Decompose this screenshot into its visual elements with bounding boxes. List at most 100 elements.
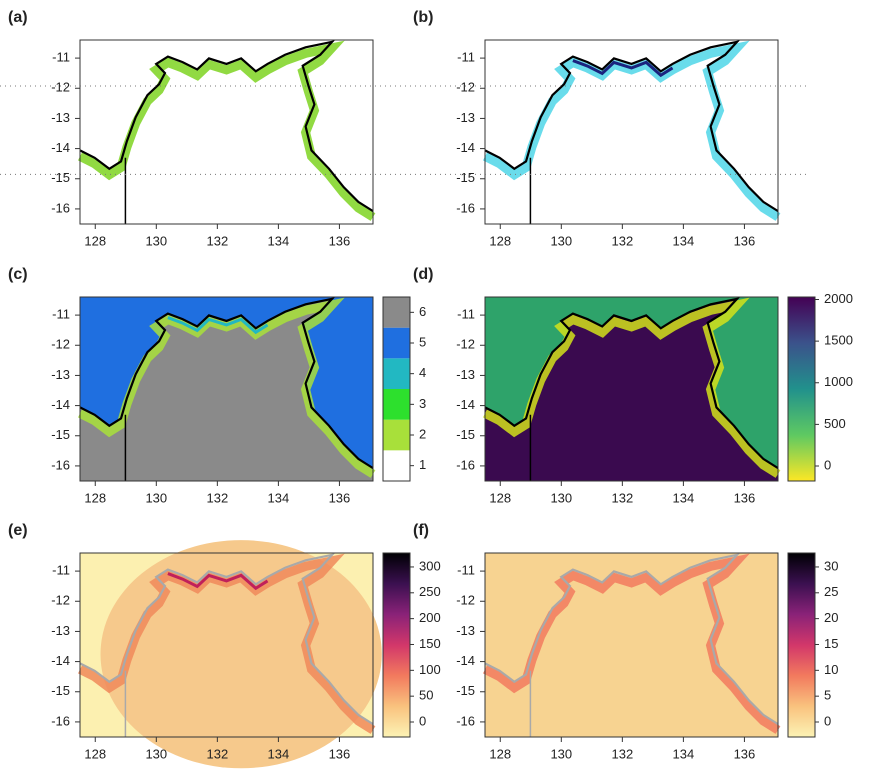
colorbar-tick-label: 20 [824,610,838,625]
x-tick-label: 130 [550,233,572,248]
x-tick-label: 134 [268,490,290,505]
x-tick-label: 130 [550,490,572,505]
y-tick-label: -16 [456,713,475,728]
colorbar-swatch [383,389,410,420]
x-tick-label: 134 [673,233,695,248]
colorbar-frame [787,296,816,482]
colorbar-tick-label: 0 [824,713,831,728]
colorbar-tick-label: 0 [419,713,426,728]
colorbar-tick-label: 2000 [824,291,853,306]
coastline [79,40,374,213]
colorbar-tick-label: 15 [824,636,838,651]
x-tick-label: 130 [145,233,167,248]
colorbar [383,553,410,737]
colorbar-tick-label: 1000 [824,374,853,389]
colorbar-tick-label: 100 [419,662,441,677]
y-tick-label: -16 [456,200,475,215]
y-tick-label: -16 [51,200,70,215]
land [80,298,373,481]
x-tick-label: 136 [329,233,351,248]
y-tick-label: -14 [456,653,475,668]
colorbar [788,553,815,737]
map-panel: 128 130 132 134 136 -11 -12 -13 -14 -15 -16 0 5 10 15 2… [456,552,838,761]
x-tick-label: 130 [145,490,167,505]
map-panel: 128 130 132 134 136 -11 -12 -13 -14 -15 -16 0 500 100… [456,291,853,506]
y-tick-label: -13 [51,367,70,382]
x-tick-label: 136 [734,746,756,761]
colorbar-swatch [383,297,410,328]
x-tick-label: 130 [550,746,572,761]
colorbar-frame [382,296,411,482]
y-tick-label: -15 [51,427,70,442]
x-tick-label: 136 [734,233,756,248]
coast-fringe [482,297,781,478]
plot-frame [484,296,779,482]
plot-frame [484,39,779,225]
panel-label: (c) [8,266,28,283]
coastline [484,40,779,213]
y-tick-label: -11 [52,563,70,578]
y-tick-label: -15 [51,170,70,185]
coastline [484,553,779,726]
y-tick-label: -12 [456,593,475,608]
map-panel: 128 130 132 134 136 -11 -12 -13 -14 -15 -16 1 2 3 4 5 6 [51,296,426,505]
x-tick-label: 128 [489,490,511,505]
y-tick-label: -12 [51,337,70,352]
x-tick-label: 128 [489,233,511,248]
land [485,298,778,481]
shaded-area [100,540,382,769]
x-tick-label: 136 [329,746,351,761]
coast-fringe [77,297,376,478]
colorbar-tick-label: 150 [419,636,441,651]
colorbar-tick-label: 1 [419,457,426,472]
y-tick-label: -14 [456,140,475,155]
plot-frame [79,296,374,482]
coast-fringe [167,572,269,591]
colorbar-tick-label: 4 [419,365,426,380]
x-tick-label: 128 [84,233,106,248]
colorbar [788,297,815,481]
colorbar-tick-label: 2 [419,426,426,441]
y-tick-label: -12 [456,337,475,352]
x-tick-label: 134 [673,490,695,505]
y-tick-label: -11 [457,50,475,65]
colorbar-tick-label: 30 [824,558,838,573]
y-tick-label: -13 [456,623,475,638]
y-tick-label: -15 [456,427,475,442]
x-tick-label: 132 [206,233,228,248]
map-panel: 128 130 132 134 136 -11 -12 -13 -14 -15 -16 [0,39,403,248]
colorbar-tick-label: 200 [419,610,441,625]
plot-frame [484,552,779,738]
land [485,41,778,225]
colorbar-tick-label: 10 [824,662,838,677]
colorbar-tick-label: 50 [419,688,433,703]
y-tick-label: -14 [51,140,70,155]
coastline [484,297,779,470]
x-tick-label: 134 [268,233,290,248]
y-tick-label: -12 [51,80,70,95]
coast-fringe [482,553,781,734]
y-tick-label: -14 [456,397,475,412]
colorbar-frame [787,552,816,738]
y-tick-label: -16 [51,457,70,472]
y-tick-label: -13 [456,110,475,125]
plot-frame [79,552,374,738]
y-tick-label: -15 [51,683,70,698]
y-tick-label: -15 [456,170,475,185]
y-tick-label: -12 [51,593,70,608]
y-tick-label: -13 [51,110,70,125]
land [80,41,373,225]
y-tick-label: -14 [51,653,70,668]
plot-frame [79,39,374,225]
y-tick-label: -13 [456,367,475,382]
x-tick-label: 132 [611,490,633,505]
colorbar-tick-label: 5 [824,688,831,703]
x-tick-label: 132 [206,746,228,761]
y-tick-label: -11 [457,563,475,578]
y-tick-label: -11 [52,50,70,65]
panel-label: (f) [413,522,429,539]
colorbar-tick-label: 1500 [824,333,853,348]
map-panel: 128 130 132 134 136 -11 -12 -13 -14 -15 -16 [405,39,808,248]
panel-label: (a) [8,9,28,26]
